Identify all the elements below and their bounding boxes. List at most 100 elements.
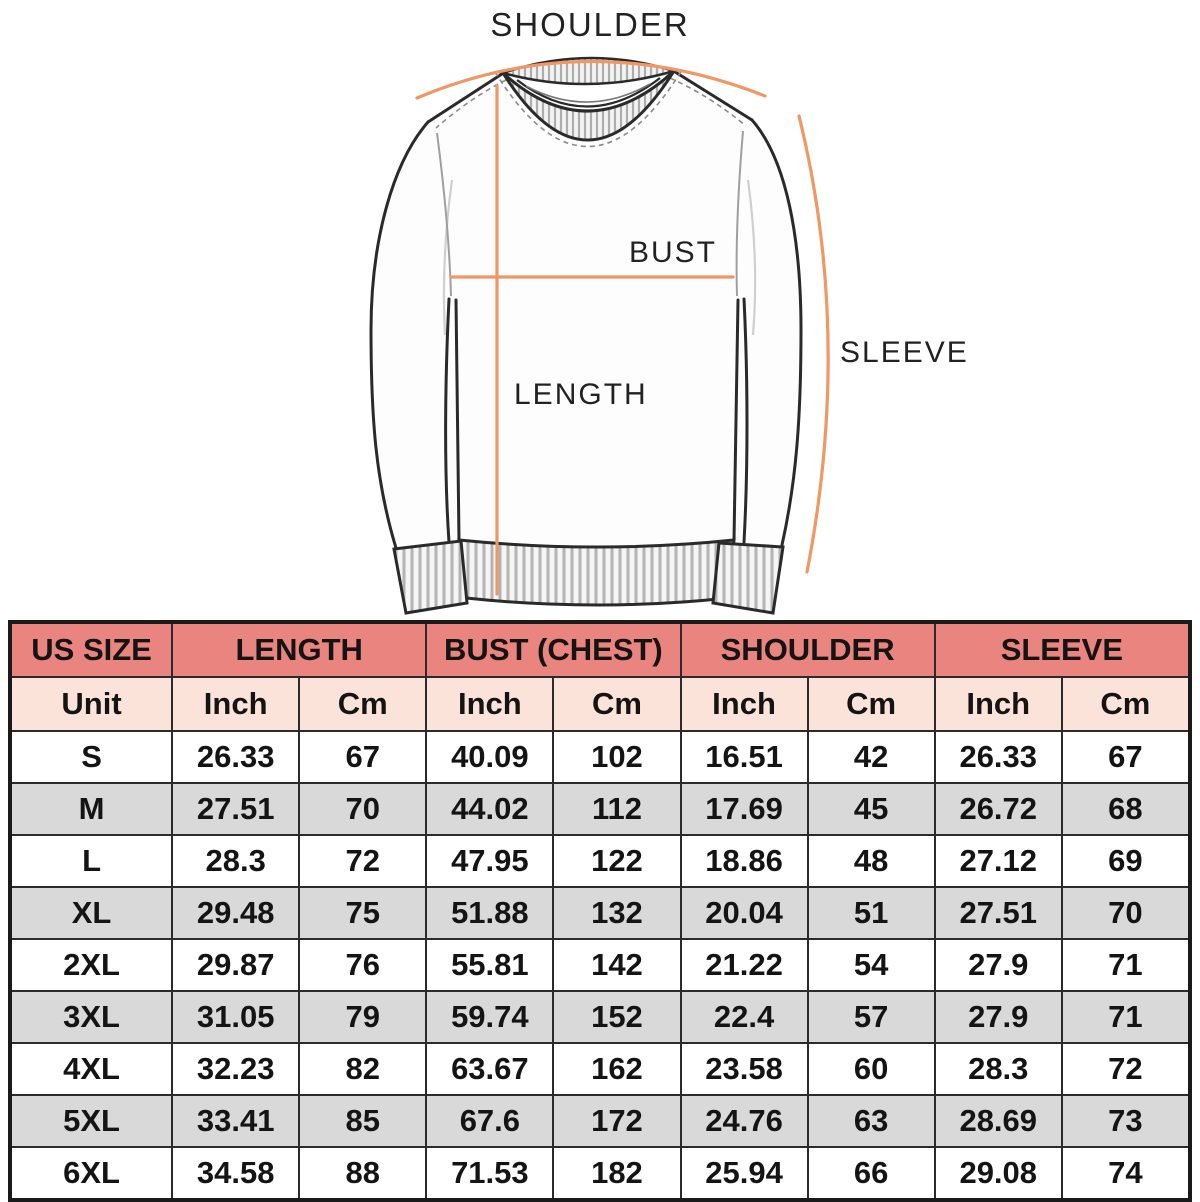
measurement-cell: 45 xyxy=(806,782,936,836)
measurement-cell: 71 xyxy=(1060,938,1192,992)
measurement-cell: 16.51 xyxy=(679,730,809,784)
measurement-cell: 162 xyxy=(552,1042,682,1096)
measurement-cell: 75 xyxy=(298,886,428,940)
size-table-body: S 26.33 67 40.09 102 16.51 42 26.33 67 M 27.51 70 44… xyxy=(8,730,1192,1201)
size-label-cell: 5XL xyxy=(8,1094,174,1148)
measurement-cell: 85 xyxy=(298,1094,428,1148)
measurement-cell: 132 xyxy=(552,886,682,940)
table-row: 5XL 33.41 85 67.6 172 24.76 63 28.69 73 xyxy=(8,1094,1192,1148)
collar-front-band xyxy=(501,69,676,142)
unit-inch: Inch xyxy=(425,676,555,732)
measurement-cell: 28.69 xyxy=(933,1094,1063,1148)
measurement-cell: 28.3 xyxy=(171,834,301,888)
measurement-cell: 88 xyxy=(298,1146,428,1201)
measurement-cell: 29.08 xyxy=(933,1146,1063,1201)
header-sleeve: SLEEVE xyxy=(933,621,1192,678)
measurement-cell: 172 xyxy=(552,1094,682,1148)
measurement-cell: 24.76 xyxy=(679,1094,809,1148)
measurement-cell: 71.53 xyxy=(425,1146,555,1201)
header-us-size: US SIZE xyxy=(8,621,174,678)
measurement-cell: 26.33 xyxy=(933,730,1063,784)
table-row: 4XL 32.23 82 63.67 162 23.58 60 28.3 72 xyxy=(8,1042,1192,1096)
measurement-cell: 25.94 xyxy=(679,1146,809,1201)
measurement-cell: 29.87 xyxy=(171,938,301,992)
size-label-cell: 4XL xyxy=(8,1042,174,1096)
unit-cm: Cm xyxy=(298,676,428,732)
measurement-cell: 142 xyxy=(552,938,682,992)
table-row: L 28.3 72 47.95 122 18.86 48 27.12 69 xyxy=(8,834,1192,888)
size-label-cell: 6XL xyxy=(8,1146,174,1201)
table-row: 6XL 34.58 88 71.53 182 25.94 66 29.08 74 xyxy=(8,1146,1192,1201)
measurement-cell: 57 xyxy=(806,990,936,1044)
unit-inch: Inch xyxy=(933,676,1063,732)
unit-inch: Inch xyxy=(171,676,301,732)
measurement-cell: 63.67 xyxy=(425,1042,555,1096)
measurement-cell: 26.72 xyxy=(933,782,1063,836)
measurement-cell: 82 xyxy=(298,1042,428,1096)
length-label: LENGTH xyxy=(514,378,648,411)
size-label-cell: M xyxy=(8,782,174,836)
measurement-cell: 67.6 xyxy=(425,1094,555,1148)
measurement-cell: 112 xyxy=(552,782,682,836)
bust-label: BUST xyxy=(629,236,717,269)
size-label-cell: S xyxy=(8,730,174,784)
measurement-cell: 70 xyxy=(298,782,428,836)
table-row: 3XL 31.05 79 59.74 152 22.4 57 27.9 71 xyxy=(8,990,1192,1044)
fabric-creases xyxy=(442,179,757,336)
measurement-cell: 31.05 xyxy=(171,990,301,1044)
measurement-cell: 22.4 xyxy=(679,990,809,1044)
measurement-cell: 34.58 xyxy=(171,1146,301,1201)
left-cuff xyxy=(392,539,469,615)
measurement-cell: 26.33 xyxy=(171,730,301,784)
measurement-cell: 27.51 xyxy=(171,782,301,836)
measurement-cell: 69 xyxy=(1060,834,1192,888)
measurement-cell: 27.12 xyxy=(933,834,1063,888)
measurement-cell: 32.23 xyxy=(171,1042,301,1096)
measurement-cell: 54 xyxy=(806,938,936,992)
table-row: 2XL 29.87 76 55.81 142 21.22 54 27.9 71 xyxy=(8,938,1192,992)
measurement-cell: 42 xyxy=(806,730,936,784)
measurement-cell: 66 xyxy=(806,1146,936,1201)
table-row: S 26.33 67 40.09 102 16.51 42 26.33 67 xyxy=(8,730,1192,784)
measurement-cell: 76 xyxy=(298,938,428,992)
measurement-cell: 59.74 xyxy=(425,990,555,1044)
measurement-cell: 73 xyxy=(1060,1094,1192,1148)
measurement-cell: 60 xyxy=(806,1042,936,1096)
shoulder-label: SHOULDER xyxy=(490,6,689,43)
size-chart-table: US SIZE LENGTH BUST (CHEST) SHOULDER SLE… xyxy=(8,620,1192,1202)
collar-inner-line-2 xyxy=(525,83,651,103)
table-header-row: US SIZE LENGTH BUST (CHEST) SHOULDER SLE… xyxy=(8,621,1192,678)
measurement-cell: 55.81 xyxy=(425,938,555,992)
header-shoulder: SHOULDER xyxy=(679,621,936,678)
measurement-cell: 48 xyxy=(806,834,936,888)
measurement-cell: 68 xyxy=(1060,782,1192,836)
measurement-cell: 21.22 xyxy=(679,938,809,992)
measurement-cell: 44.02 xyxy=(425,782,555,836)
header-bust-chest: BUST (CHEST) xyxy=(425,621,682,678)
measurement-cell: 63 xyxy=(806,1094,936,1148)
measurement-cell: 17.69 xyxy=(679,782,809,836)
sketch-outlines xyxy=(369,68,803,550)
size-label-cell: 2XL xyxy=(8,938,174,992)
unit-cm: Cm xyxy=(1060,676,1192,732)
measurement-cell: 27.9 xyxy=(933,938,1063,992)
measurement-lines xyxy=(415,59,830,596)
unit-cm: Cm xyxy=(552,676,682,732)
measurement-cell: 182 xyxy=(552,1146,682,1201)
measurement-cell: 18.86 xyxy=(679,834,809,888)
unit-cm: Cm xyxy=(806,676,936,732)
right-cuff xyxy=(711,541,785,615)
hem-band xyxy=(457,538,736,607)
measurement-cell: 27.51 xyxy=(933,886,1063,940)
measurement-cell: 152 xyxy=(552,990,682,1044)
measurement-cell: 29.48 xyxy=(171,886,301,940)
unit-label: Unit xyxy=(8,676,174,732)
measurement-cell: 72 xyxy=(1060,1042,1192,1096)
header-length: LENGTH xyxy=(171,621,428,678)
measurement-cell: 71 xyxy=(1060,990,1192,1044)
measurement-cell: 67 xyxy=(1060,730,1192,784)
sweatshirt-body xyxy=(428,68,752,548)
collar-inner-line xyxy=(516,77,661,108)
measurement-cell: 47.95 xyxy=(425,834,555,888)
table-row: M 27.51 70 44.02 112 17.69 45 26.72 68 xyxy=(8,782,1192,836)
